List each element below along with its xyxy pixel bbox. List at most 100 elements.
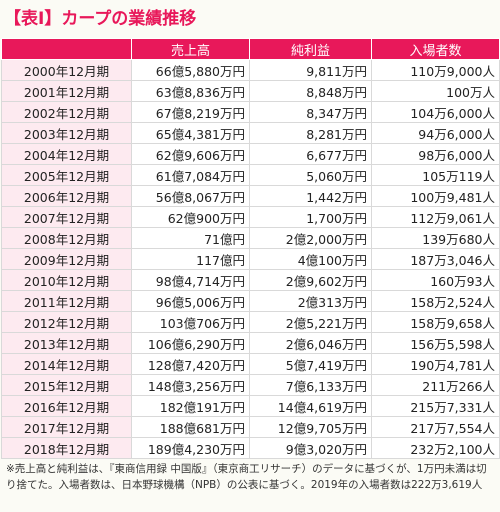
cell-sales: 96億5,006万円 [131, 290, 250, 312]
cell-profit: 8,848万円 [249, 80, 372, 102]
table-row: 2017年12月期 188億681万円 12億9,705万円 217万7,554人 [1, 416, 500, 438]
performance-table: 売上高 純利益 入場者数 2000年12月期 66億5,880万円 9,811万円 1… [1, 38, 500, 459]
table-title: 【表Ⅰ】カープの業績推移 [4, 9, 197, 29]
table-row: 2018年12月期 189億4,230万円 9億3,020万円 232万2,100人 [1, 437, 500, 459]
row-year: 2016年12月期 [1, 395, 132, 417]
cell-attendance: 158万9,658人 [371, 311, 500, 333]
cell-profit: 9億3,020万円 [249, 437, 372, 459]
row-year: 2011年12月期 [1, 290, 132, 312]
cell-profit: 9,811万円 [249, 59, 372, 81]
cell-sales: 98億4,714万円 [131, 269, 250, 291]
table-row: 2000年12月期 66億5,880万円 9,811万円 110万9,000人 [1, 59, 500, 81]
cell-profit: 8,281万円 [249, 122, 372, 144]
cell-attendance: 94万6,000人 [371, 122, 500, 144]
cell-sales: 128億7,420万円 [131, 353, 250, 375]
cell-profit: 5,060万円 [249, 164, 372, 186]
cell-sales: 106億6,290万円 [131, 332, 250, 354]
cell-profit: 2億5,221万円 [249, 311, 372, 333]
cell-sales: 117億円 [131, 248, 250, 270]
table-row: 2003年12月期 65億4,381万円 8,281万円 94万6,000人 [1, 122, 500, 144]
cell-attendance: 160万93人 [371, 269, 500, 291]
cell-attendance: 232万2,100人 [371, 437, 500, 459]
table-row: 2007年12月期 62億900万円 1,700万円 112万9,061人 [1, 206, 500, 228]
cell-profit: 8,347万円 [249, 101, 372, 123]
cell-attendance: 217万7,554人 [371, 416, 500, 438]
cell-sales: 182億191万円 [131, 395, 250, 417]
table-row: 2001年12月期 63億8,836万円 8,848万円 100万人 [1, 80, 500, 102]
footnote: ※売上高と純利益は、『東商信用録 中国版』（東京商工リサーチ）のデータに基づくが… [6, 463, 487, 491]
cell-profit: 6,677万円 [249, 143, 372, 165]
cell-profit: 2億6,046万円 [249, 332, 372, 354]
cell-attendance: 112万9,061人 [371, 206, 500, 228]
table-row: 2014年12月期 128億7,420万円 5億7,419万円 190万4,781人 [1, 353, 500, 375]
cell-profit: 12億9,705万円 [249, 416, 372, 438]
cell-profit: 14億4,619万円 [249, 395, 372, 417]
cell-attendance: 187万3,046人 [371, 248, 500, 270]
cell-attendance: 215万7,331人 [371, 395, 500, 417]
cell-attendance: 158万2,524人 [371, 290, 500, 312]
cell-profit: 2億313万円 [249, 290, 372, 312]
cell-attendance: 139万680人 [371, 227, 500, 249]
cell-attendance: 104万6,000人 [371, 101, 500, 123]
row-year: 2017年12月期 [1, 416, 132, 438]
row-year: 2003年12月期 [1, 122, 132, 144]
table-row: 2008年12月期 71億円 2億2,000万円 139万680人 [1, 227, 500, 249]
row-year: 2009年12月期 [1, 248, 132, 270]
cell-profit: 4億100万円 [249, 248, 372, 270]
row-year: 2013年12月期 [1, 332, 132, 354]
row-year: 2014年12月期 [1, 353, 132, 375]
header-sales: 売上高 [131, 38, 250, 60]
cell-profit: 2億9,602万円 [249, 269, 372, 291]
cell-profit: 2億2,000万円 [249, 227, 372, 249]
table-row: 2011年12月期 96億5,006万円 2億313万円 158万2,524人 [1, 290, 500, 312]
table-row: 2009年12月期 117億円 4億100万円 187万3,046人 [1, 248, 500, 270]
cell-sales: 103億706万円 [131, 311, 250, 333]
cell-attendance: 100万人 [371, 80, 500, 102]
table-body: 2000年12月期 66億5,880万円 9,811万円 110万9,000人 2001… [1, 59, 500, 459]
cell-attendance: 190万4,781人 [371, 353, 500, 375]
header-profit: 純利益 [249, 38, 372, 60]
table-row: 2002年12月期 67億8,219万円 8,347万円 104万6,000人 [1, 101, 500, 123]
table-row: 2012年12月期 103億706万円 2億5,221万円 158万9,658人 [1, 311, 500, 333]
row-year: 2004年12月期 [1, 143, 132, 165]
row-year: 2012年12月期 [1, 311, 132, 333]
row-year: 2005年12月期 [1, 164, 132, 186]
row-year: 2015年12月期 [1, 374, 132, 396]
cell-attendance: 98万6,000人 [371, 143, 500, 165]
cell-sales: 189億4,230万円 [131, 437, 250, 459]
cell-sales: 62億900万円 [131, 206, 250, 228]
header-attendance: 入場者数 [371, 38, 500, 60]
cell-profit: 1,442万円 [249, 185, 372, 207]
table-row: 2005年12月期 61億7,084万円 5,060万円 105万119人 [1, 164, 500, 186]
table-row: 2010年12月期 98億4,714万円 2億9,602万円 160万93人 [1, 269, 500, 291]
row-year: 2000年12月期 [1, 59, 132, 81]
cell-sales: 63億8,836万円 [131, 80, 250, 102]
row-year: 2006年12月期 [1, 185, 132, 207]
row-year: 2002年12月期 [1, 101, 132, 123]
cell-attendance: 100万9,481人 [371, 185, 500, 207]
cell-sales: 61億7,084万円 [131, 164, 250, 186]
row-year: 2001年12月期 [1, 80, 132, 102]
cell-profit: 7億6,133万円 [249, 374, 372, 396]
cell-attendance: 110万9,000人 [371, 59, 500, 81]
table-row: 2013年12月期 106億6,290万円 2億6,046万円 156万5,598人 [1, 332, 500, 354]
table-row: 2006年12月期 56億8,067万円 1,442万円 100万9,481人 [1, 185, 500, 207]
cell-attendance: 105万119人 [371, 164, 500, 186]
header-blank [1, 38, 132, 60]
cell-sales: 66億5,880万円 [131, 59, 250, 81]
table-row: 2016年12月期 182億191万円 14億4,619万円 215万7,331人 [1, 395, 500, 417]
cell-sales: 67億8,219万円 [131, 101, 250, 123]
cell-attendance: 211万266人 [371, 374, 500, 396]
header-row: 売上高 純利益 入場者数 [1, 38, 500, 60]
cell-sales: 62億9,606万円 [131, 143, 250, 165]
cell-sales: 188億681万円 [131, 416, 250, 438]
cell-profit: 1,700万円 [249, 206, 372, 228]
cell-attendance: 156万5,598人 [371, 332, 500, 354]
cell-sales: 56億8,067万円 [131, 185, 250, 207]
row-year: 2008年12月期 [1, 227, 132, 249]
cell-profit: 5億7,419万円 [249, 353, 372, 375]
cell-sales: 65億4,381万円 [131, 122, 250, 144]
table-row: 2004年12月期 62億9,606万円 6,677万円 98万6,000人 [1, 143, 500, 165]
cell-sales: 71億円 [131, 227, 250, 249]
